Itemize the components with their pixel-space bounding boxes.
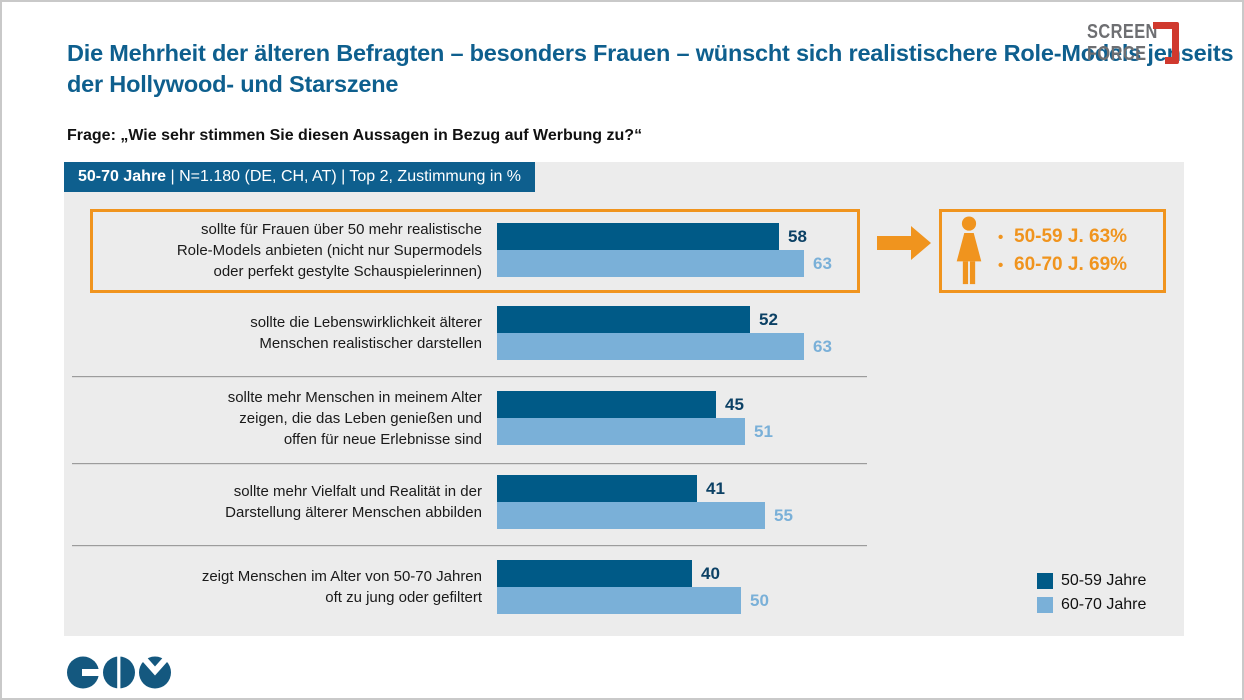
footer-logo-icon — [67, 656, 171, 689]
woman-icon — [956, 216, 982, 285]
banner-age-group: 50-70 Jahre — [78, 168, 167, 185]
category-label-2: sollte die Lebenswirklichkeit älterer Me… — [250, 314, 482, 352]
bar-60-70: 63 — [497, 333, 832, 360]
legend-label: 50-59 Jahre — [1061, 572, 1147, 589]
callout-line-1: • 50-59 J. 63% — [998, 223, 1127, 251]
bar-50-59: 40 — [497, 560, 720, 587]
category-label-4: sollte mehr Vielfalt und Realität in der… — [225, 483, 482, 521]
row-separator — [72, 463, 867, 465]
legend-label: 60-70 Jahre — [1061, 596, 1147, 613]
bar-group-4: 41 55 — [497, 475, 793, 529]
bar-60-70: 63 — [497, 250, 832, 277]
row-separator — [72, 545, 867, 547]
highlight-box — [90, 209, 860, 293]
screenforce-logo-line2: FORCE — [1087, 43, 1147, 65]
bar-value: 45 — [725, 395, 744, 414]
bar-value: 50 — [750, 591, 769, 610]
bar-50-59: 58 — [497, 223, 807, 250]
legend-item-60-70: 60-70 Jahre — [1037, 593, 1146, 617]
arrow-right-icon — [877, 226, 931, 260]
bar-value: 40 — [701, 564, 720, 583]
bar-group-5: 40 50 — [497, 560, 769, 614]
screenforce-logo-line1: SCREEN — [1087, 21, 1158, 43]
bar-value: 63 — [813, 254, 832, 273]
bar-value: 63 — [813, 337, 832, 356]
screenforce-logo: SCREEN FORCE — [1087, 22, 1182, 72]
callout-value-60-70: 60-70 J. 69% — [1014, 254, 1128, 275]
bar-60-70: 50 — [497, 587, 769, 614]
page-title: Die Mehrheit der älteren Befragten – bes… — [67, 40, 1234, 97]
women-callout-box: • 50-59 J. 63% • 60-70 J. 69% — [939, 209, 1166, 293]
banner-sample-info: | N=1.180 (DE, CH, AT) | Top 2, Zustimmu… — [166, 168, 522, 185]
legend: 50-59 Jahre 60-70 Jahre — [1037, 569, 1146, 617]
legend-swatch-light-blue — [1037, 597, 1053, 613]
row-separator — [72, 376, 867, 378]
bar-60-70: 51 — [497, 418, 773, 445]
bar-value: 41 — [706, 479, 725, 498]
bar-value: 51 — [754, 422, 773, 441]
survey-question: Frage: „Wie sehr stimmen Sie diesen Auss… — [67, 127, 643, 144]
bullet: • — [998, 229, 1004, 246]
category-label-1: sollte für Frauen über 50 mehr realistis… — [176, 221, 482, 280]
bar-group-3: 45 51 — [497, 391, 773, 445]
bullet: • — [998, 257, 1004, 274]
screenforce-bracket-icon — [1153, 22, 1179, 64]
chart-panel: 50-70 Jahre | N=1.180 (DE, CH, AT) | Top… — [64, 162, 1184, 636]
bar-60-70: 55 — [497, 502, 793, 529]
category-label-5: zeigt Menschen im Alter von 50-70 Jahren… — [201, 568, 482, 606]
bar-group-1: 58 63 — [497, 223, 832, 277]
legend-swatch-dark-blue — [1037, 573, 1053, 589]
bar-group-2: 52 63 — [497, 306, 832, 360]
callout-text: • 50-59 J. 63% • 60-70 J. 69% — [998, 223, 1127, 279]
bar-value: 58 — [788, 227, 807, 246]
bar-50-59: 52 — [497, 306, 778, 333]
bar-50-59: 45 — [497, 391, 744, 418]
bar-value: 55 — [774, 506, 793, 525]
bar-50-59: 41 — [497, 475, 725, 502]
category-label-3: sollte mehr Menschen in meinem Alter zei… — [227, 389, 482, 448]
chart-banner: 50-70 Jahre | N=1.180 (DE, CH, AT) | Top… — [64, 162, 536, 192]
bar-value: 52 — [759, 310, 778, 329]
legend-item-50-59: 50-59 Jahre — [1037, 569, 1146, 593]
callout-value-50-59: 50-59 J. 63% — [1014, 226, 1128, 247]
callout-line-2: • 60-70 J. 69% — [998, 251, 1127, 279]
